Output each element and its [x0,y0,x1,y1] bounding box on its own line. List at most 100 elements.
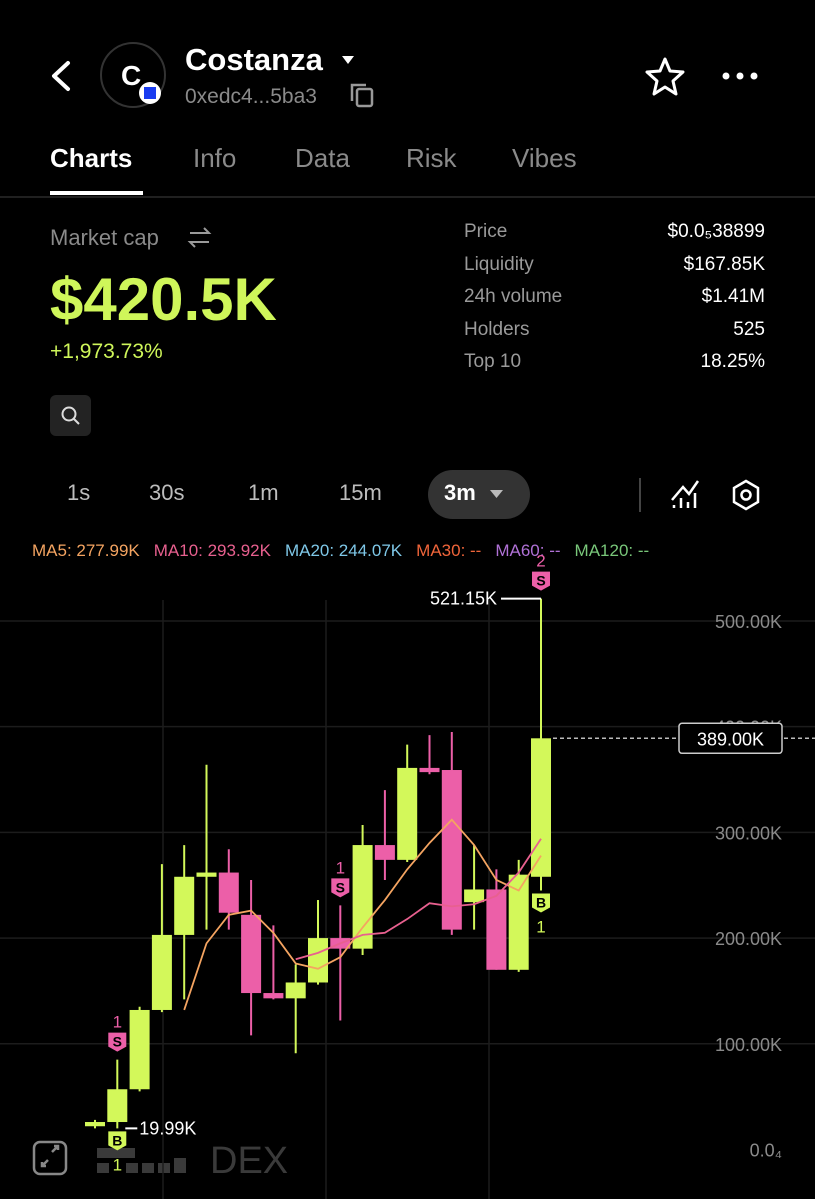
header-icons [0,42,815,519]
ma-legend: MA5: 277.99K MA10: 293.92K MA20: 244.07K MA… [32,538,692,563]
candle-body [531,738,551,877]
interval-option[interactable]: 3m [444,480,476,505]
y-tick-label: 500.00K [715,612,782,632]
chain-icon [144,87,156,99]
candle-body [397,767,418,860]
stat-value: $167.85K [683,253,765,275]
stat-label: 24h volume [464,286,563,307]
market-cap-value: $420.5K [50,266,277,333]
stat-label: Top 10 [464,351,522,372]
tab[interactable]: Info [193,143,237,173]
stat-value: $0.0₅38899 [667,221,765,242]
candle-body [263,993,284,999]
last-price-box [678,722,783,755]
ma-legend-item: MA120: -- [574,541,650,560]
stat-label: Holders [464,318,530,340]
trade-marker: S1 [108,1013,127,1052]
tab[interactable]: Risk [406,143,457,173]
trade-marker: S1 [331,858,350,898]
expand-icon[interactable] [32,1140,68,1176]
token-address[interactable]: 0xedc4...5ba3 [185,85,317,108]
market-cap-change: +1,973.73% [50,340,163,363]
settings-icon[interactable] [732,479,760,511]
candle-body [308,938,328,983]
market-cap-label: Market cap [50,225,159,250]
interval-option[interactable]: 15m [339,480,382,505]
candle-body [218,872,239,913]
candle-body [151,934,172,1010]
candle-body [241,914,262,994]
more-menu[interactable] [722,72,758,80]
ma-legend-item: MA20: 244.07K [284,541,403,560]
trade-count: 1 [336,858,345,877]
candle-body [129,1009,150,1090]
candle-body [486,889,507,970]
trade-side: B [112,1132,122,1148]
trade-marker: S2 [532,552,550,591]
candle-body [196,872,217,877]
tab[interactable]: Vibes [512,143,577,173]
tab[interactable]: Charts [50,143,133,173]
interval-option[interactable]: 30s [149,480,185,505]
watermark: DEX [210,1140,288,1182]
trade-badge [532,893,550,913]
search-button[interactable] [50,395,91,436]
interval-option[interactable]: 1s [67,480,91,505]
ma-legend-item: MA30: -- [416,541,482,560]
trade-count: 1 [113,1155,122,1174]
indicator-icon[interactable] [671,480,700,508]
stat-value: 18.25% [700,351,765,372]
stat-value: 525 [733,318,765,340]
candle-body [419,767,440,773]
trade-side: S [113,1034,122,1050]
ma-line [183,818,542,1011]
trade-count: 2 [536,552,545,571]
tab[interactable]: Data [295,143,350,173]
candle-body [352,845,373,949]
token-name: Costanza [185,42,323,77]
trade-marker: B1 [532,893,550,937]
watermark-logo [97,1148,186,1173]
y-tick-label: 200.00K [715,929,782,949]
interval-option[interactable]: 1m [248,480,279,505]
trade-count: 1 [536,918,545,937]
trade-count: 1 [113,1013,122,1032]
avatar-letter: C [121,60,142,91]
candle-body [85,1122,105,1127]
copy-icon[interactable] [355,87,374,108]
candle-body [107,1089,128,1123]
y-tick-label: 100.00K [715,1035,782,1055]
trade-side: B [536,895,546,911]
trade-side: S [336,879,345,895]
trade-badge [108,1131,127,1151]
active-interval-pill[interactable] [428,470,530,519]
candle-body [464,889,485,903]
high-label: 521.15K [430,589,497,609]
dropdown-caret[interactable] [342,56,354,64]
ma-legend-item: MA5: 277.99K [32,541,140,560]
candle-body [174,876,195,935]
favorite-star[interactable] [645,57,685,96]
swap-icon[interactable] [187,227,212,248]
ma-line [295,838,542,961]
low-label: 19.99K [139,1118,196,1138]
candle-body [374,845,395,860]
trade-badge [108,1032,127,1052]
back-button[interactable] [52,61,70,91]
stat-label: Liquidity [464,253,534,275]
candle-body [285,982,306,999]
ma-legend-item: MA10: 293.92K [153,541,271,560]
trade-marker: B1 [108,1131,127,1174]
trade-badge [331,878,350,898]
candle-body [508,874,529,970]
last-price-label: 389.00K [697,729,764,749]
y-tick-label: 0.0₄ [750,1141,782,1161]
stat-value: $1.41M [701,286,765,307]
trade-badge [532,571,550,591]
ma-legend-item: MA60: -- [495,541,561,560]
stat-label: Price [464,221,508,242]
trade-side: S [536,573,545,589]
y-tick-label: 300.00K [715,823,782,843]
